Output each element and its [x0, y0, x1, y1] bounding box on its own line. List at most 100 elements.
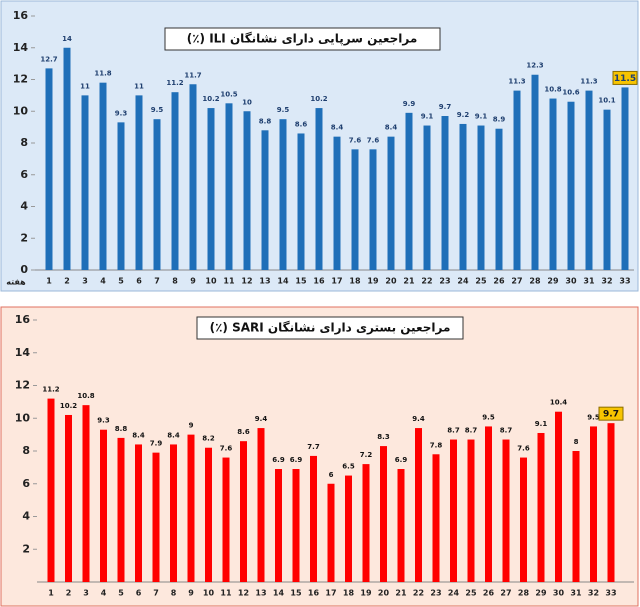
value-label: 8.8	[115, 425, 128, 433]
x-tick-label: 22	[413, 589, 424, 598]
y-tick-label: 14	[15, 346, 31, 359]
bar	[603, 109, 611, 270]
bar	[327, 483, 335, 582]
x-tick-label: 17	[331, 277, 342, 286]
bar	[621, 87, 629, 270]
title-box	[196, 316, 464, 340]
bar	[405, 112, 413, 271]
bar	[432, 454, 440, 582]
x-tick-label: 24	[457, 277, 469, 286]
bar	[502, 439, 510, 582]
x-tick-label: 27	[500, 589, 511, 598]
value-label: 10.2	[202, 95, 219, 103]
x-tick-label: 18	[349, 277, 361, 286]
bar	[243, 111, 251, 270]
value-label: 6.5	[342, 463, 355, 471]
title-box	[164, 27, 441, 51]
x-tick-label: 8	[171, 589, 177, 598]
y-tick-label: 16	[15, 313, 31, 326]
x-tick-label: 31	[583, 277, 595, 286]
bar	[555, 411, 562, 582]
x-tick-label: 14	[277, 277, 289, 286]
bar	[495, 128, 503, 270]
chart-title: مراجعین سرپایی دارای نشانگان ILI (٪)	[187, 32, 418, 46]
bar	[187, 434, 195, 582]
bar	[257, 428, 265, 582]
y-tick-label: 8	[20, 136, 28, 149]
bar	[117, 437, 125, 582]
x-tick-label: 13	[255, 589, 266, 598]
bar	[450, 439, 457, 582]
bar	[387, 136, 395, 270]
value-label: 9.9	[403, 100, 416, 108]
x-tick-label: 2	[66, 589, 72, 598]
value-label: 10.8	[544, 86, 561, 94]
value-label: 9.4	[412, 415, 425, 423]
value-label: 8.4	[385, 124, 398, 132]
value-label: 9.7	[603, 410, 619, 420]
x-tick-label: 29	[547, 277, 559, 286]
y-tick-label: 8	[22, 444, 30, 457]
y-tick-label: 6	[22, 477, 30, 490]
value-label: 10.8	[77, 392, 94, 400]
y-tick-label: 10	[13, 104, 29, 117]
bar	[415, 428, 422, 582]
value-label: 9.1	[421, 113, 434, 121]
x-tick-label: 28	[529, 277, 541, 286]
value-label: 7.2	[360, 451, 373, 459]
panel-sari	[0, 306, 639, 607]
x-tick-label: 21	[403, 277, 415, 286]
x-tick-label: 9	[188, 589, 194, 598]
bar	[423, 125, 431, 270]
bar	[297, 133, 305, 270]
x-tick-label: 5	[118, 277, 124, 286]
x-tick-label: 21	[395, 589, 407, 598]
value-label: 10.1	[598, 97, 615, 105]
x-tick-label: 10	[205, 277, 217, 286]
bar	[117, 122, 125, 270]
value-label: 10.4	[550, 399, 567, 407]
bar	[572, 451, 580, 582]
value-label: 9.2	[457, 111, 470, 119]
value-label: 8.4	[167, 431, 180, 439]
value-label: 8.2	[202, 435, 215, 443]
y-tick-label: 6	[20, 168, 28, 181]
x-tick-label: 23	[439, 277, 450, 286]
x-tick-label: 9	[190, 277, 196, 286]
x-tick-label: 22	[421, 277, 432, 286]
bar	[189, 84, 197, 270]
bar	[310, 455, 317, 582]
bar	[82, 405, 90, 582]
x-tick-label: 3	[83, 589, 89, 598]
x-tick-label: 10	[203, 589, 215, 598]
x-axis-label: هفته	[6, 278, 26, 287]
value-label: 8.7	[465, 427, 478, 435]
x-tick-label: 15	[290, 589, 302, 598]
bar	[513, 90, 521, 270]
bar	[531, 74, 539, 270]
bar	[362, 464, 370, 582]
y-tick-label: 16	[13, 9, 29, 22]
value-label: 8.7	[447, 427, 460, 435]
value-label: 11.5	[614, 74, 636, 84]
x-tick-label: 1	[46, 277, 52, 286]
bar	[567, 101, 575, 270]
bar	[351, 149, 359, 270]
x-tick-label: 31	[570, 589, 582, 598]
value-label: 7.7	[307, 443, 320, 451]
bar	[477, 125, 485, 270]
bar	[170, 444, 177, 582]
y-tick-label: 10	[15, 411, 31, 424]
bar	[99, 82, 107, 270]
x-tick-label: 7	[154, 277, 160, 286]
x-tick-label: 12	[238, 589, 249, 598]
value-label: 10.2	[60, 402, 77, 410]
x-tick-label: 18	[343, 589, 355, 598]
value-label: 9.5	[151, 106, 164, 114]
x-tick-label: 28	[518, 589, 530, 598]
bar	[397, 469, 405, 582]
value-label: 7.8	[430, 441, 443, 449]
y-tick-label: 14	[13, 41, 29, 54]
value-label: 9.1	[475, 113, 488, 121]
value-label: 9.1	[535, 420, 548, 428]
